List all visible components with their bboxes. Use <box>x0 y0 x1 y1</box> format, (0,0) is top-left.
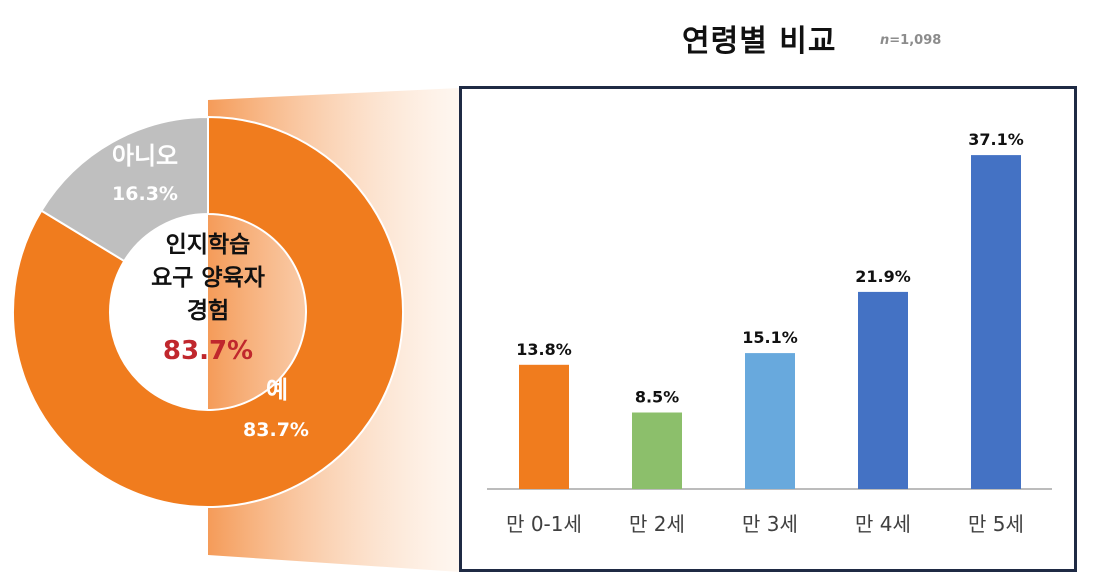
bar-data-label: 15.1% <box>742 328 798 347</box>
bar-data-label: 21.9% <box>855 267 911 286</box>
donut-slice-label: 아니오 <box>112 142 178 170</box>
bar-chart: 13.8% 만 0-1세 8.5% 만 2세 15.1% 만 3세 21.9% 만 4세 37.… <box>487 130 1052 536</box>
donut-center-line: 요구 양육자 <box>151 265 265 291</box>
x-tick-label: 만 0-1세 <box>506 512 582 536</box>
bar <box>858 291 908 489</box>
donut-center-value: 83.7% <box>163 336 253 366</box>
bar-data-label: 8.5% <box>635 388 679 407</box>
bar <box>519 364 569 489</box>
bar-data-label: 37.1% <box>968 130 1024 149</box>
bar <box>745 353 795 489</box>
x-tick-label: 만 4세 <box>855 512 911 536</box>
sample-size-value: =1,098 <box>889 33 942 48</box>
donut-slice-label: 예 <box>266 376 288 404</box>
x-tick-label: 만 5세 <box>968 512 1024 536</box>
donut-slice-value: 16.3% <box>112 183 178 205</box>
bar-data-label: 13.8% <box>516 340 572 359</box>
bar <box>971 155 1021 489</box>
sample-size: n=1,098 <box>880 33 941 48</box>
donut-chart <box>12 115 404 508</box>
donut-center-line: 경험 <box>187 298 229 324</box>
donut-slice-value: 83.7% <box>243 419 309 441</box>
x-tick-label: 만 3세 <box>742 512 798 536</box>
donut-center-line: 인지학습 <box>166 232 251 258</box>
donut-slice-yes <box>12 115 404 508</box>
sample-size-n: n <box>880 33 890 48</box>
x-tick-label: 만 2세 <box>629 512 685 536</box>
bar <box>632 412 682 489</box>
chart-title: 연령별 비교 <box>682 24 837 59</box>
donut-slice-no <box>40 115 209 263</box>
bar-chart-panel: 13.8% 만 0-1세 8.5% 만 2세 15.1% 만 3세 21.9% 만 4세 37.… <box>459 86 1077 572</box>
